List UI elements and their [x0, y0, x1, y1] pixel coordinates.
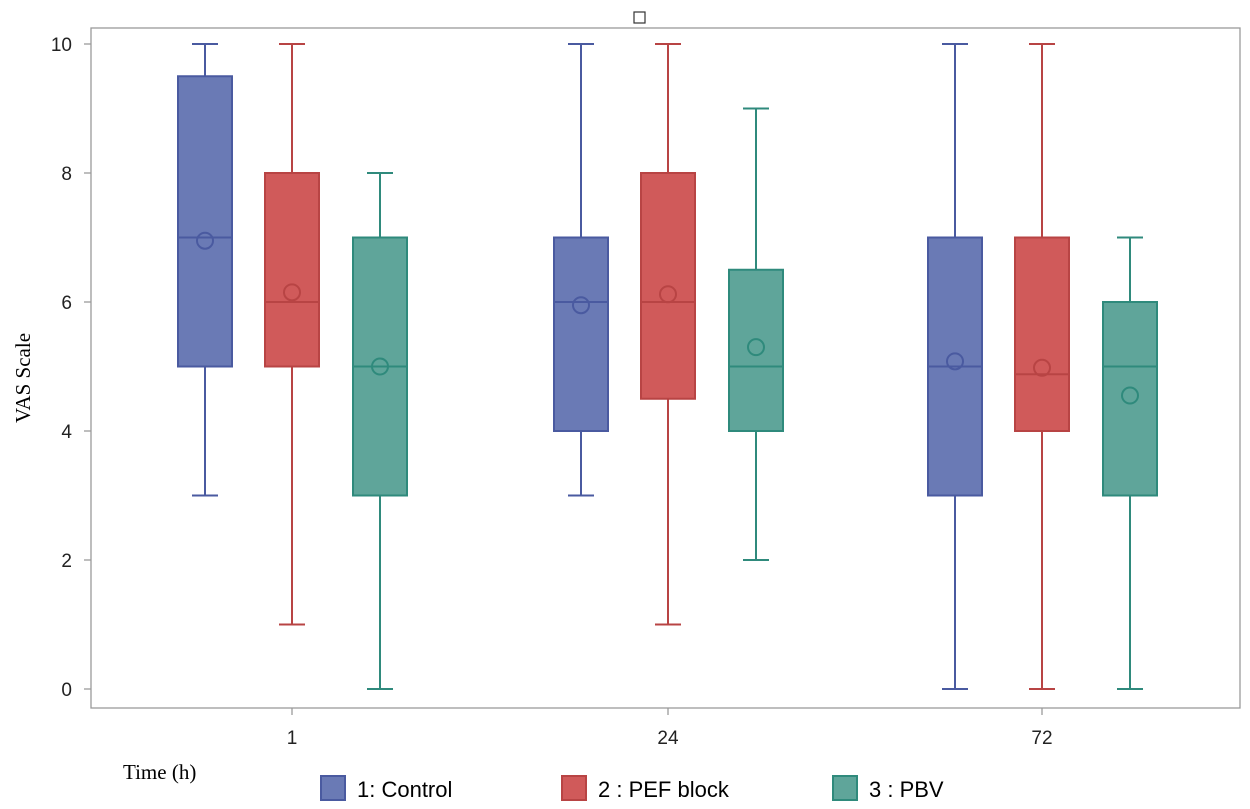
mean-marker — [1033, 358, 1051, 377]
legend-item: 1: Control — [320, 775, 452, 802]
legend-label: 1: Control — [357, 777, 452, 802]
mean-marker — [1121, 386, 1139, 405]
y-tick-label: 8 — [61, 164, 72, 185]
top-marker-square — [633, 11, 646, 24]
legend-item: 3 : PBV — [832, 775, 944, 802]
legend: 1: Control 2 : PEF block 3 : PBV — [320, 775, 944, 802]
x-tick-label: 24 — [657, 728, 679, 749]
iqr-box — [1102, 301, 1158, 497]
legend-label: 2 : PEF block — [598, 777, 730, 802]
box-1-24 — [553, 43, 609, 497]
y-axis: 0 2 4 6 8 10 — [51, 35, 91, 701]
y-axis-title: VAS Scale — [11, 333, 35, 423]
plot-frame — [90, 27, 1241, 709]
box-2-72 — [1014, 43, 1070, 690]
box-2-1 — [264, 43, 320, 626]
mean-marker — [572, 296, 590, 315]
legend-swatch — [832, 775, 858, 801]
box-series — [177, 43, 1158, 690]
box-3-1 — [352, 172, 408, 690]
x-tick-label: 1 — [287, 728, 298, 749]
legend-item: 2 : PEF block — [561, 775, 730, 802]
y-tick-label: 0 — [61, 680, 72, 701]
x-axis-title: Time (h) — [123, 760, 196, 784]
iqr-box — [553, 236, 609, 432]
box-3-24 — [728, 107, 784, 561]
legend-swatch — [320, 775, 346, 801]
legend-label: 3 : PBV — [869, 777, 944, 802]
mean-marker — [283, 283, 301, 302]
y-tick-label: 6 — [61, 293, 72, 314]
y-tick-label: 2 — [61, 551, 72, 572]
x-axis: 1 24 72 — [287, 708, 1053, 749]
y-tick-label: 4 — [61, 422, 72, 443]
iqr-box — [177, 75, 233, 368]
iqr-box — [728, 268, 784, 432]
box-1-1 — [177, 43, 233, 497]
box-2-24 — [640, 43, 696, 626]
x-tick-label: 72 — [1031, 728, 1052, 749]
mean-marker — [946, 352, 964, 371]
mean-marker — [747, 338, 765, 357]
box-1-72 — [927, 43, 983, 690]
y-tick-label: 10 — [51, 35, 72, 56]
mean-marker — [371, 357, 389, 376]
legend-swatch — [561, 775, 587, 801]
box-3-72 — [1102, 236, 1158, 690]
iqr-box — [264, 172, 320, 368]
iqr-box — [1014, 236, 1070, 432]
mean-marker — [659, 285, 677, 304]
mean-marker — [196, 231, 214, 250]
